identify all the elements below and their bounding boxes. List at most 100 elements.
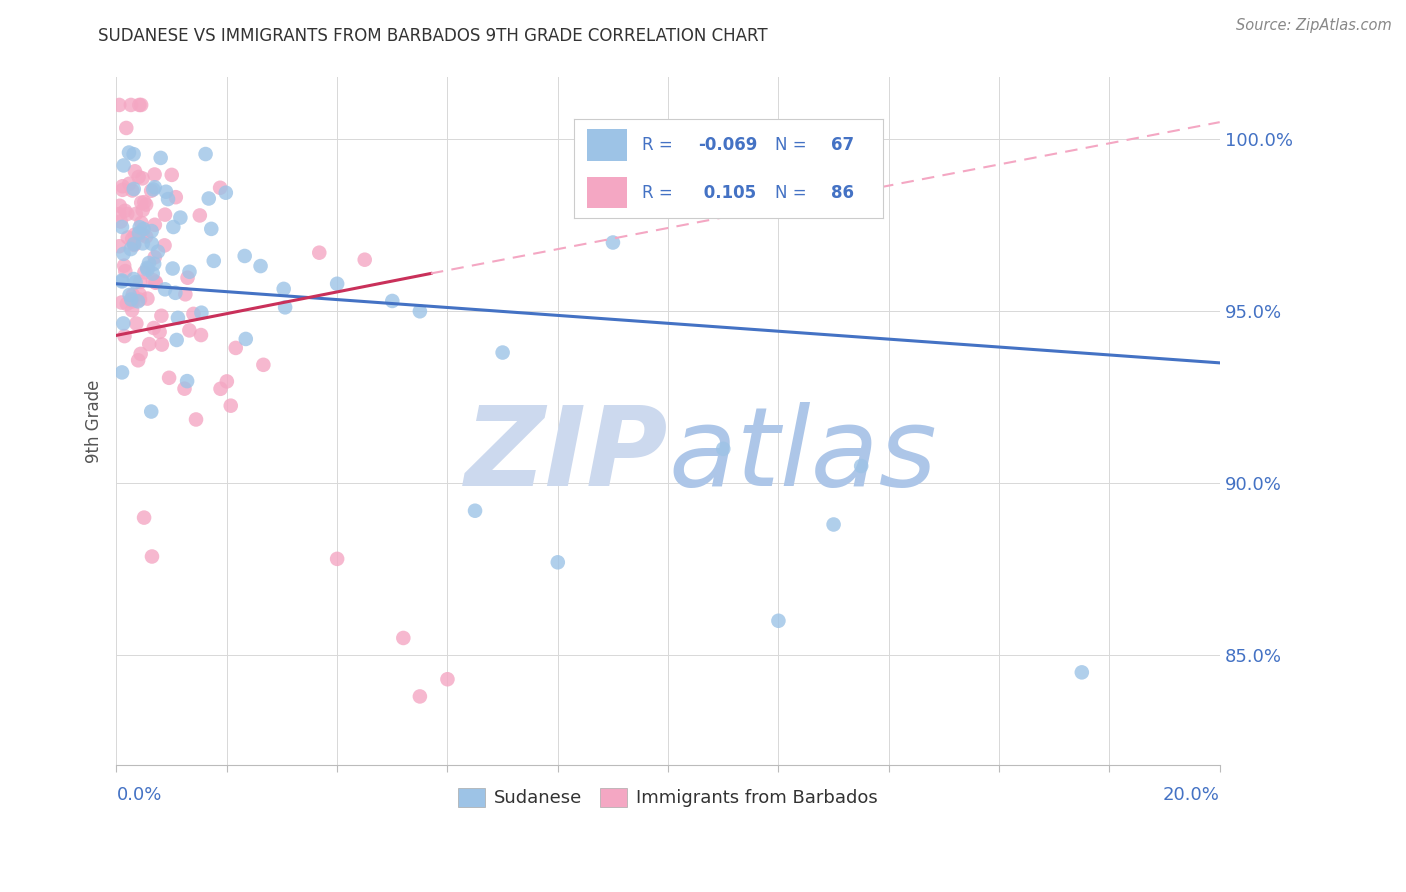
Point <box>219 399 242 413</box>
Point <box>122 272 145 286</box>
Point <box>143 218 166 232</box>
Point <box>225 341 247 355</box>
Point <box>114 329 136 343</box>
Point <box>138 256 160 270</box>
Point <box>409 690 432 704</box>
Point <box>491 345 513 359</box>
Point <box>150 337 173 351</box>
Point <box>131 171 153 186</box>
Point <box>167 310 190 325</box>
Point <box>124 227 146 242</box>
Point <box>112 247 135 261</box>
Point <box>128 220 150 235</box>
Point <box>1070 665 1092 680</box>
Point <box>149 151 172 165</box>
Point <box>136 292 159 306</box>
Point <box>202 253 225 268</box>
Point <box>112 259 135 273</box>
Point <box>122 182 145 196</box>
Text: 20.0%: 20.0% <box>1163 786 1220 804</box>
Point <box>464 504 486 518</box>
Point <box>145 276 167 290</box>
Point <box>132 236 155 251</box>
Point <box>169 211 191 225</box>
Point <box>353 252 375 267</box>
Point <box>138 337 160 351</box>
Point <box>162 261 184 276</box>
Point <box>121 184 143 198</box>
Point <box>142 321 165 335</box>
Point <box>547 555 569 569</box>
Point <box>108 239 131 253</box>
Point <box>823 517 845 532</box>
Point <box>252 358 274 372</box>
Legend: Sudanese, Immigrants from Barbados: Sudanese, Immigrants from Barbados <box>451 780 886 814</box>
Point <box>114 264 136 278</box>
Point <box>121 303 143 318</box>
Point <box>129 98 152 112</box>
Point <box>125 207 148 221</box>
Point <box>134 265 156 279</box>
Point <box>136 260 159 275</box>
Point <box>157 371 180 385</box>
Point <box>150 309 173 323</box>
Point <box>120 242 142 256</box>
Point <box>233 249 256 263</box>
Point <box>249 259 271 273</box>
Point <box>112 317 135 331</box>
Point <box>115 297 138 311</box>
Point <box>127 353 149 368</box>
Point <box>602 235 624 250</box>
Point <box>121 294 143 309</box>
Point <box>122 147 145 161</box>
Point <box>146 244 169 259</box>
Point <box>149 325 172 339</box>
Point <box>165 285 187 300</box>
Point <box>176 374 198 388</box>
Point <box>128 98 150 112</box>
Point <box>111 366 134 380</box>
Point <box>145 275 167 289</box>
Point <box>215 375 238 389</box>
Point <box>155 185 177 199</box>
Point <box>326 552 349 566</box>
Point <box>141 404 163 418</box>
Point <box>153 282 176 296</box>
Point <box>381 293 404 308</box>
Point <box>111 273 134 287</box>
Point <box>768 614 790 628</box>
Point <box>142 182 165 196</box>
Point <box>849 458 872 473</box>
Point <box>436 672 458 686</box>
Point <box>136 262 159 277</box>
Point <box>135 229 157 244</box>
Point <box>118 177 141 191</box>
Point <box>141 236 163 251</box>
Point <box>131 227 153 242</box>
Point <box>326 277 349 291</box>
Point <box>174 287 197 301</box>
Point <box>122 238 145 252</box>
Point <box>120 293 142 307</box>
Point <box>111 183 134 197</box>
Point <box>183 307 205 321</box>
Point <box>143 168 166 182</box>
Point <box>142 273 165 287</box>
Text: Source: ZipAtlas.com: Source: ZipAtlas.com <box>1236 18 1392 33</box>
Point <box>120 98 142 112</box>
Point <box>141 224 163 238</box>
Point <box>128 226 150 240</box>
Point <box>124 164 146 178</box>
Point <box>129 195 152 210</box>
Point <box>141 549 163 564</box>
Point <box>190 306 212 320</box>
Point <box>188 209 211 223</box>
Point <box>117 207 139 221</box>
Point <box>209 181 232 195</box>
Point <box>108 199 131 213</box>
Point <box>127 294 149 309</box>
Point <box>129 293 152 307</box>
Point <box>711 442 734 456</box>
Point <box>209 382 232 396</box>
Point <box>132 510 155 524</box>
